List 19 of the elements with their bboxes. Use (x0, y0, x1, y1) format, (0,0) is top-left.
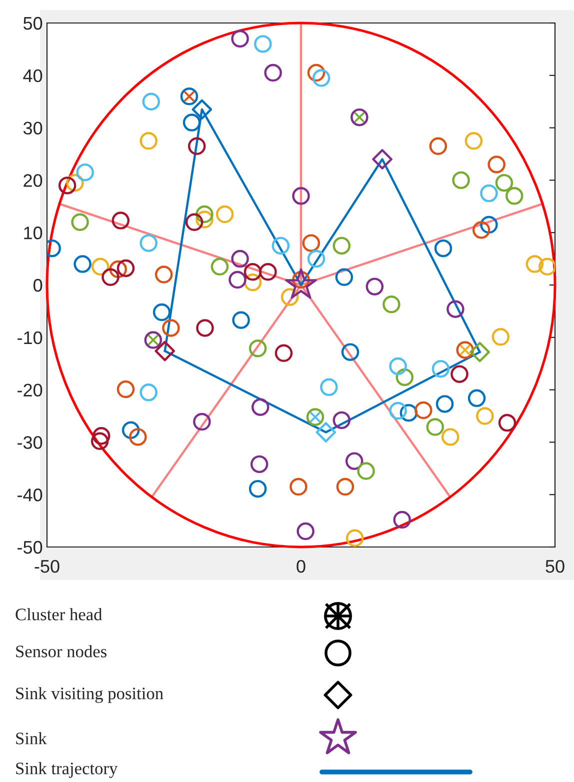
y-tick-label: -40 (18, 488, 42, 502)
y-tick-label: 0 (34, 278, 42, 292)
y-tick-label: 40 (23, 69, 42, 82)
text: Cluster head (16, 608, 102, 620)
text: Sink (16, 732, 47, 744)
text: Sink visiting position (16, 687, 164, 703)
y-tick-label: 10 (24, 226, 42, 240)
x-tick-label: -50 (34, 560, 60, 573)
x-tick-label: 50 (546, 560, 564, 573)
y-tick-label: -30 (18, 436, 42, 449)
y-tick-label: -10 (18, 331, 42, 344)
y-tick-label: -50 (18, 540, 42, 554)
y-tick-label: 20 (24, 174, 42, 187)
text: Sensor nodes (16, 645, 106, 658)
y-tick-label: -20 (18, 384, 42, 397)
y-tick-label: 30 (23, 122, 42, 135)
y-tick-label: 50 (23, 16, 42, 30)
text: Sink trajectory (16, 762, 118, 778)
x-tick-label: 0 (296, 560, 306, 573)
